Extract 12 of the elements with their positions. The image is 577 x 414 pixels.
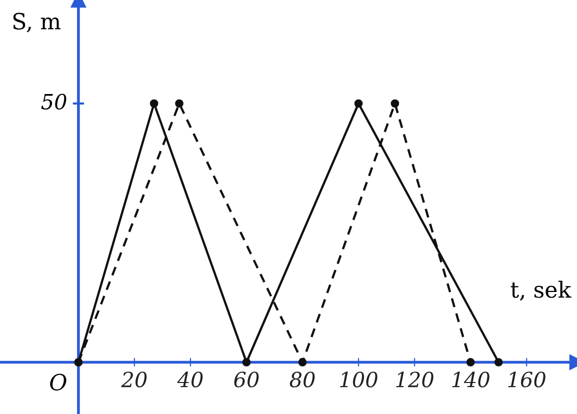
- annotation: 50: [41, 94, 66, 110]
- x-tick-label: 140: [452, 372, 490, 388]
- x-tick-label: 60: [234, 372, 259, 388]
- x-tick-label: 40: [177, 372, 203, 388]
- text: O: [50, 374, 66, 391]
- x-tick-label: 120: [396, 372, 434, 388]
- y-axis-title: S, m: [13, 12, 61, 32]
- x-tick-label: 80: [290, 372, 315, 388]
- x-axis-title: t, sek: [510, 280, 572, 301]
- x-tick-label: 20: [121, 372, 147, 388]
- x-tick-label: 160: [508, 372, 546, 388]
- x-tick-label: 100: [340, 372, 378, 388]
